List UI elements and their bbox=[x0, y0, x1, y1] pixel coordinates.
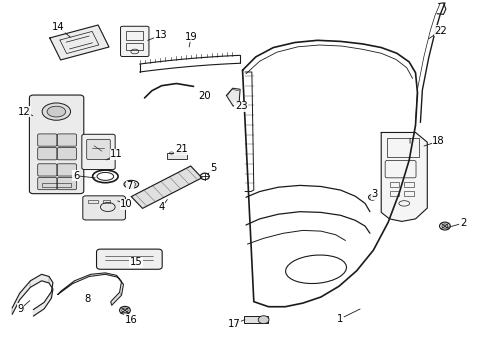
Text: 12: 12 bbox=[18, 107, 31, 117]
Text: 3: 3 bbox=[372, 189, 378, 199]
Text: 5: 5 bbox=[210, 163, 217, 174]
Bar bbox=[387, 138, 419, 157]
Ellipse shape bbox=[124, 180, 139, 188]
Text: 19: 19 bbox=[185, 32, 197, 42]
Text: 7: 7 bbox=[126, 181, 133, 192]
FancyBboxPatch shape bbox=[38, 177, 57, 190]
Text: 22: 22 bbox=[435, 26, 447, 36]
Polygon shape bbox=[50, 25, 109, 60]
FancyBboxPatch shape bbox=[57, 164, 76, 176]
FancyBboxPatch shape bbox=[97, 249, 162, 269]
FancyBboxPatch shape bbox=[38, 148, 57, 160]
Bar bbox=[103, 200, 110, 203]
FancyBboxPatch shape bbox=[57, 148, 76, 160]
Text: 16: 16 bbox=[125, 315, 138, 325]
Text: 13: 13 bbox=[154, 30, 167, 40]
Bar bbox=[88, 200, 98, 203]
Text: 18: 18 bbox=[432, 136, 445, 146]
FancyBboxPatch shape bbox=[121, 26, 149, 57]
Bar bbox=[167, 153, 187, 159]
Bar bbox=[42, 183, 71, 187]
Ellipse shape bbox=[258, 316, 269, 324]
Text: 9: 9 bbox=[17, 304, 24, 314]
Text: 8: 8 bbox=[84, 294, 90, 304]
Polygon shape bbox=[381, 132, 427, 221]
Polygon shape bbox=[12, 274, 53, 316]
Bar bbox=[126, 31, 143, 40]
Bar bbox=[390, 191, 399, 196]
Bar bbox=[126, 43, 143, 50]
Text: 11: 11 bbox=[110, 149, 123, 159]
Bar bbox=[404, 191, 414, 196]
Text: 1: 1 bbox=[337, 314, 344, 324]
Text: 14: 14 bbox=[51, 22, 64, 32]
Text: 2: 2 bbox=[460, 218, 466, 228]
Bar bbox=[404, 182, 414, 187]
Text: 17: 17 bbox=[228, 319, 241, 329]
Ellipse shape bbox=[440, 222, 450, 230]
Text: 20: 20 bbox=[198, 91, 211, 102]
Ellipse shape bbox=[47, 106, 66, 117]
Text: 23: 23 bbox=[235, 101, 247, 111]
Polygon shape bbox=[226, 88, 240, 106]
Bar bbox=[244, 316, 268, 323]
FancyBboxPatch shape bbox=[38, 164, 57, 176]
Polygon shape bbox=[131, 166, 202, 208]
Text: 15: 15 bbox=[130, 257, 143, 267]
Polygon shape bbox=[58, 273, 123, 305]
FancyBboxPatch shape bbox=[87, 139, 110, 159]
Ellipse shape bbox=[120, 306, 130, 314]
FancyBboxPatch shape bbox=[57, 177, 76, 190]
Bar bbox=[390, 182, 399, 187]
FancyBboxPatch shape bbox=[57, 134, 76, 146]
Text: 6: 6 bbox=[73, 171, 79, 181]
Ellipse shape bbox=[42, 103, 71, 120]
Text: 4: 4 bbox=[159, 202, 165, 212]
FancyBboxPatch shape bbox=[38, 134, 57, 146]
FancyBboxPatch shape bbox=[83, 196, 125, 220]
Text: 10: 10 bbox=[120, 199, 133, 210]
FancyBboxPatch shape bbox=[29, 95, 84, 194]
FancyBboxPatch shape bbox=[82, 134, 115, 170]
Ellipse shape bbox=[368, 194, 376, 200]
Text: |||: ||| bbox=[408, 138, 413, 143]
Text: 21: 21 bbox=[175, 144, 188, 154]
